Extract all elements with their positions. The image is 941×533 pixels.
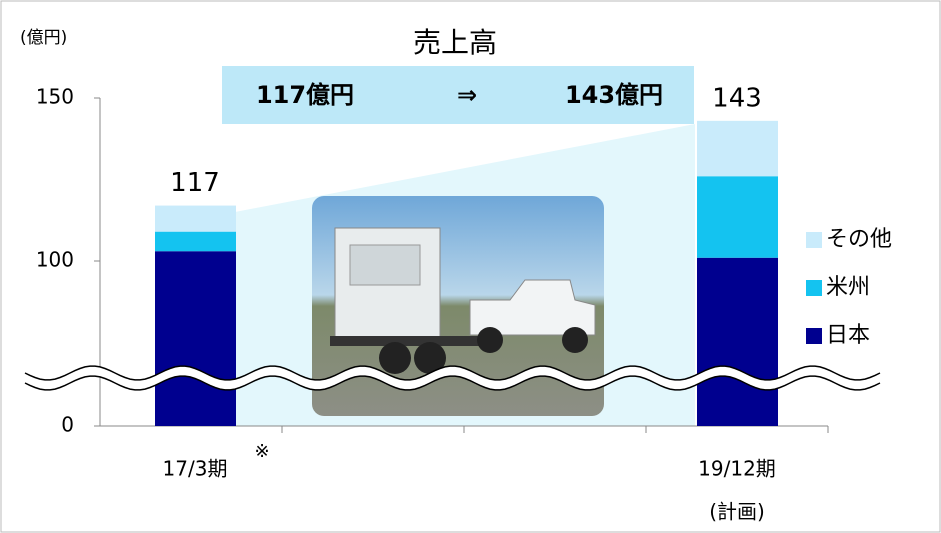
legend-swatch: [806, 232, 822, 248]
legend-label: その他: [826, 227, 892, 252]
x-tick-label: 17/3期: [163, 457, 228, 481]
bar-segment: [697, 120, 778, 177]
y-tick-label: 100: [36, 248, 74, 272]
category-note: ※: [254, 441, 269, 462]
x-tick-label: 19/12期: [698, 457, 776, 481]
bar-segment: [155, 205, 236, 232]
total-label: 117: [170, 168, 220, 198]
axis-break-fill: [25, 366, 880, 390]
photo: [312, 196, 604, 416]
legend-label: 米州: [826, 275, 870, 300]
legend-swatch: [806, 280, 822, 296]
y-tick-label: 150: [36, 85, 74, 109]
banner: [222, 66, 694, 124]
bar-segment: [155, 251, 236, 426]
legend-swatch: [806, 328, 822, 344]
annotation-from: 117億円: [256, 81, 354, 109]
annotation-to: 143億円: [565, 81, 663, 109]
bar-segment: [697, 257, 778, 426]
total-label: 143: [712, 83, 762, 113]
bar-segment: [697, 176, 778, 258]
y-axis-label: (億円): [20, 28, 67, 48]
category-note: (計画): [709, 500, 765, 524]
chart-title: 売上高: [413, 26, 497, 59]
axis-break-line: [24, 375, 881, 391]
y-tick-label: 0: [61, 413, 74, 437]
axis-break-line: [24, 365, 881, 381]
annotation-arrow: ⇒: [457, 81, 477, 109]
bar-segment: [155, 231, 236, 252]
legend-label: 日本: [826, 323, 870, 348]
